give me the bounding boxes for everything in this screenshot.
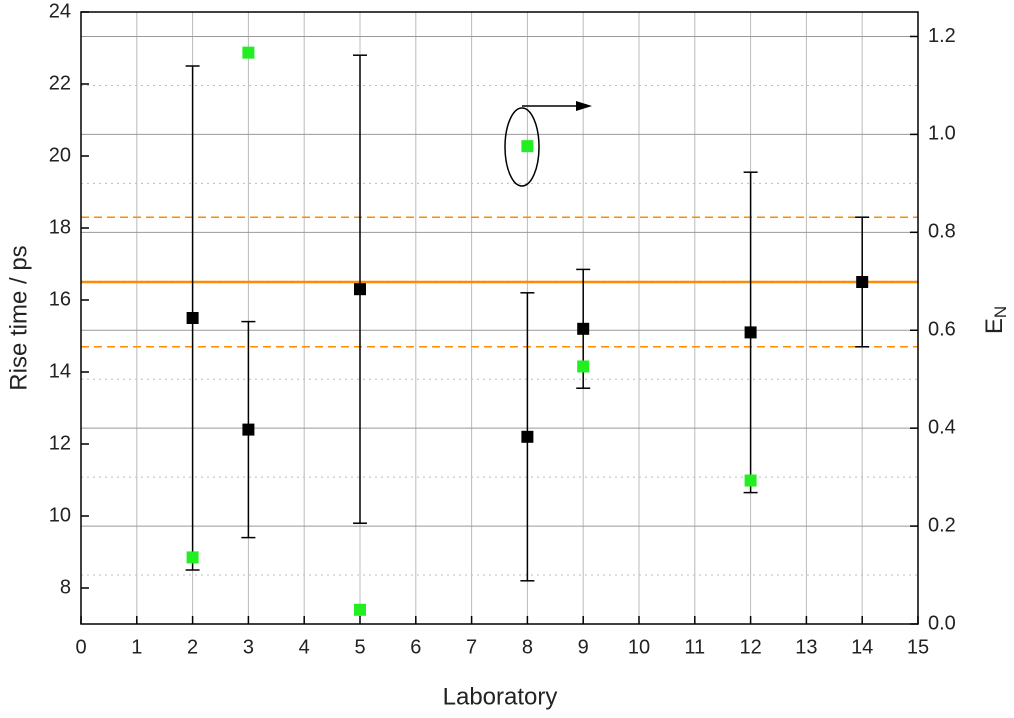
x-tick-label: 13 (795, 636, 817, 658)
y-axis-title: Rise time / ps (5, 245, 32, 390)
x-tick-label: 6 (410, 636, 421, 658)
y2-tick-label: 0.0 (928, 612, 956, 634)
y-tick-label: 16 (49, 288, 71, 310)
x-tick-label: 2 (187, 636, 198, 658)
x-tick-label: 3 (243, 636, 254, 658)
y2-tick-label: 0.2 (928, 514, 956, 536)
point (744, 474, 757, 487)
plot-area: 0 1 2 3 4 5 6 7 8 9 10 11 12 13 14 150.00.20.40.60.81.0… (49, 0, 956, 658)
point (354, 603, 366, 616)
point (856, 276, 869, 288)
y2-tick-label: 0.4 (928, 416, 956, 438)
point (242, 423, 255, 436)
x-tick-label: 1 (131, 636, 142, 658)
y-tick-label: 10 (49, 504, 71, 526)
y-tick-label: 18 (49, 216, 71, 238)
x-axis-title: Laboratory (443, 683, 558, 710)
point (577, 322, 590, 335)
y-tick-label: 22 (49, 72, 71, 94)
y2-tick-label: 0.6 (928, 319, 956, 341)
x-tick-label: 0 (75, 636, 86, 658)
x-tick-label: 10 (628, 636, 650, 658)
y-tick-label: 12 (49, 432, 71, 454)
y2-tick-label: 1.0 (928, 123, 956, 145)
y2-title-sub: N (991, 306, 1010, 318)
x-tick-label: 11 (684, 636, 705, 658)
point (354, 283, 366, 296)
annotation-arrowhead (576, 101, 592, 111)
point (186, 312, 199, 324)
y2-axis-title: EN (981, 306, 1010, 334)
point (242, 46, 255, 59)
x-tick-label: 12 (739, 636, 761, 658)
y2-tick-label: 0.8 (928, 221, 956, 243)
point (577, 360, 590, 373)
x-tick-label: 8 (522, 636, 533, 658)
x-tick-label: 5 (354, 636, 365, 658)
x-tick-label: 15 (907, 636, 929, 658)
point (186, 551, 199, 564)
y-tick-label: 20 (49, 144, 71, 166)
y-tick-label: 14 (49, 360, 71, 382)
x-tick-label: 14 (851, 636, 873, 658)
point (521, 140, 534, 153)
point (521, 430, 534, 443)
x-tick-label: 4 (299, 636, 310, 658)
annotation-ellipse (504, 107, 540, 187)
plot-frame (80, 11, 919, 625)
y-tick-label: 8 (60, 576, 71, 598)
x-tick-label: 7 (466, 636, 477, 658)
y2-tick-label: 1.2 (928, 25, 956, 47)
y2-title-main: E (981, 318, 1008, 334)
x-tick-label: 9 (578, 636, 589, 658)
y-tick-label: 24 (49, 0, 71, 22)
point (744, 326, 757, 339)
